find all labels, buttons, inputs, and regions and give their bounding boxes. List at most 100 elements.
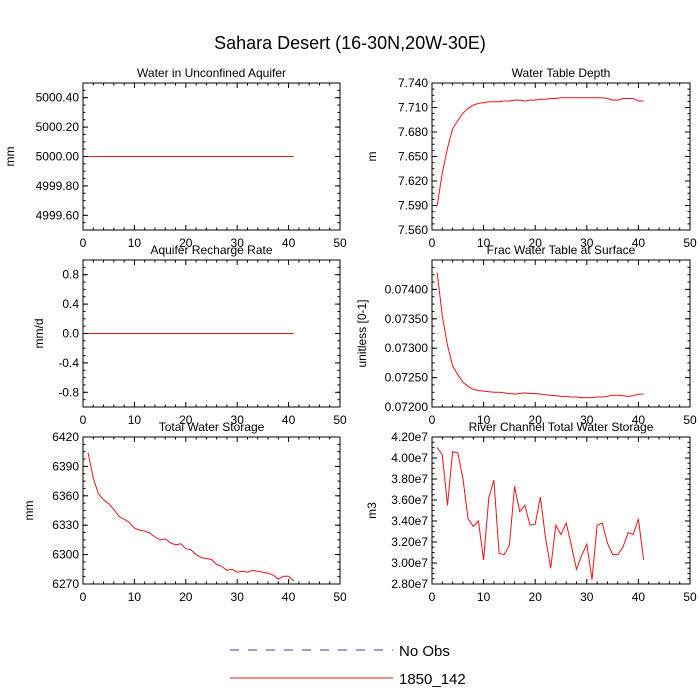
x-tick-label: 20 xyxy=(179,236,193,250)
x-tick-label: 0 xyxy=(429,236,436,250)
x-tick-label: 20 xyxy=(529,413,543,427)
y-tick-label: 6270 xyxy=(52,577,79,591)
x-tick-label: 20 xyxy=(179,413,193,427)
y-axis-label: m3 xyxy=(365,502,379,519)
x-tick-label: 30 xyxy=(580,236,594,250)
panel-title: Aquifer Recharge Rate xyxy=(150,243,272,257)
x-tick-label: 50 xyxy=(333,590,347,604)
y-tick-label: 6390 xyxy=(52,459,79,473)
y-tick-label: 6300 xyxy=(52,548,79,562)
panel-1: Water in Unconfined Aquifer 0 10 20 30 40 50 49… xyxy=(3,66,347,250)
panel-6: River Channel Total Water Storage 0 10 20 30… xyxy=(365,420,697,604)
y-tick-label: 3.80e7 xyxy=(391,472,428,486)
x-tick-label: 30 xyxy=(231,413,245,427)
y-axis-label: unitless [0-1] xyxy=(355,299,369,367)
y-tick-label: 6360 xyxy=(52,489,79,503)
x-tick-label: 0 xyxy=(429,413,436,427)
y-tick-label: 7.710 xyxy=(398,101,428,115)
y-tick-label: 3.00e7 xyxy=(391,556,428,570)
series-line-1850_142 xyxy=(436,447,645,580)
x-tick-label: 20 xyxy=(529,590,543,604)
x-tick-label: 10 xyxy=(477,236,491,250)
series-line-1850_142 xyxy=(436,272,644,399)
panel-title: Water Table Depth xyxy=(512,66,611,80)
x-tick-label: 40 xyxy=(282,413,296,427)
x-tick-label: 20 xyxy=(179,590,193,604)
legend-label-1: No Obs xyxy=(399,643,450,660)
y-tick-label: -0.8 xyxy=(58,385,79,399)
y-tick-label: 0.07400 xyxy=(385,282,429,296)
y-tick-label: 7.620 xyxy=(398,174,428,188)
x-tick-label: 40 xyxy=(632,590,646,604)
y-tick-label: 7.650 xyxy=(398,150,428,164)
panel-title: Total Water Storage xyxy=(159,420,265,434)
x-tick-label: 10 xyxy=(128,413,142,427)
y-tick-label: 0.4 xyxy=(62,297,79,311)
x-tick-label: 40 xyxy=(632,413,646,427)
x-tick-label: 50 xyxy=(683,236,697,250)
y-tick-label: 5000.00 xyxy=(36,150,80,164)
y-tick-label: 4999.80 xyxy=(36,179,80,193)
y-axis-label: mm xyxy=(22,501,36,521)
x-tick-label: 20 xyxy=(529,236,543,250)
x-tick-label: 50 xyxy=(683,590,697,604)
y-tick-label: 5000.20 xyxy=(36,120,80,134)
y-tick-label: 3.60e7 xyxy=(391,493,428,507)
x-tick-label: 10 xyxy=(128,236,142,250)
y-tick-label: 3.40e7 xyxy=(391,514,428,528)
panel-4: Frac Water Table at Surface 0 10 20 30 40 50 0.… xyxy=(355,243,697,427)
x-tick-label: 30 xyxy=(231,590,245,604)
y-tick-label: 4.00e7 xyxy=(391,451,428,465)
y-tick-label: 0.07250 xyxy=(385,371,429,385)
legend: No Obs 1850_142 xyxy=(230,643,466,688)
y-tick-label: 0.07200 xyxy=(385,400,429,414)
y-tick-label: 6420 xyxy=(52,430,79,444)
x-tick-label: 10 xyxy=(477,590,491,604)
y-tick-label: 7.680 xyxy=(398,125,428,139)
y-tick-label: 7.590 xyxy=(398,199,428,213)
x-tick-label: 40 xyxy=(632,236,646,250)
panel-title: River Channel Total Water Storage xyxy=(469,420,654,434)
y-axis-label: mm xyxy=(3,147,17,167)
y-tick-label: 5000.40 xyxy=(36,91,80,105)
legend-label-2: 1850_142 xyxy=(399,671,466,688)
x-tick-label: 40 xyxy=(282,236,296,250)
x-tick-label: 50 xyxy=(333,413,347,427)
x-tick-label: 0 xyxy=(80,413,87,427)
plot-frame xyxy=(431,82,691,231)
x-tick-label: 0 xyxy=(80,236,87,250)
y-axis-label: mm/d xyxy=(32,319,46,349)
y-tick-label: 0.07300 xyxy=(385,341,429,355)
x-tick-label: 30 xyxy=(231,236,245,250)
panel-3: Aquifer Recharge Rate 0 10 20 30 40 50 -0.8 -0.4… xyxy=(32,243,347,427)
x-tick-label: 10 xyxy=(128,590,142,604)
panel-2: Water Table Depth 0 10 20 30 40 50 7.560 7.590 7.… xyxy=(365,66,697,250)
y-tick-label: 4.20e7 xyxy=(391,430,428,444)
y-axis-label: m xyxy=(365,152,379,162)
y-tick-label: 0.07350 xyxy=(385,312,429,326)
figure-title: Sahara Desert (16-30N,20W-30E) xyxy=(214,33,486,53)
y-tick-label: -0.4 xyxy=(58,356,79,370)
x-tick-label: 0 xyxy=(80,590,87,604)
plot-frame xyxy=(82,436,341,585)
x-tick-label: 30 xyxy=(580,413,594,427)
x-tick-label: 30 xyxy=(580,590,594,604)
y-tick-label: 4999.60 xyxy=(36,208,80,222)
x-tick-label: 40 xyxy=(282,590,296,604)
plot-frame xyxy=(431,436,691,585)
x-tick-label: 10 xyxy=(477,413,491,427)
series-line-1850_142 xyxy=(87,452,295,582)
y-tick-label: 6330 xyxy=(52,518,79,532)
y-tick-label: 7.740 xyxy=(398,76,428,90)
y-tick-label: 7.560 xyxy=(398,223,428,237)
panel-5: Total Water Storage 0 10 20 30 40 50 6270 6300 63… xyxy=(22,420,347,604)
x-tick-label: 50 xyxy=(683,413,697,427)
panel-title: Frac Water Table at Surface xyxy=(487,243,636,257)
plot-frame xyxy=(431,259,691,408)
panel-title: Water in Unconfined Aquifer xyxy=(137,66,286,80)
y-tick-label: 2.80e7 xyxy=(391,577,428,591)
x-tick-label: 50 xyxy=(333,236,347,250)
y-tick-label: 0.8 xyxy=(62,268,79,282)
